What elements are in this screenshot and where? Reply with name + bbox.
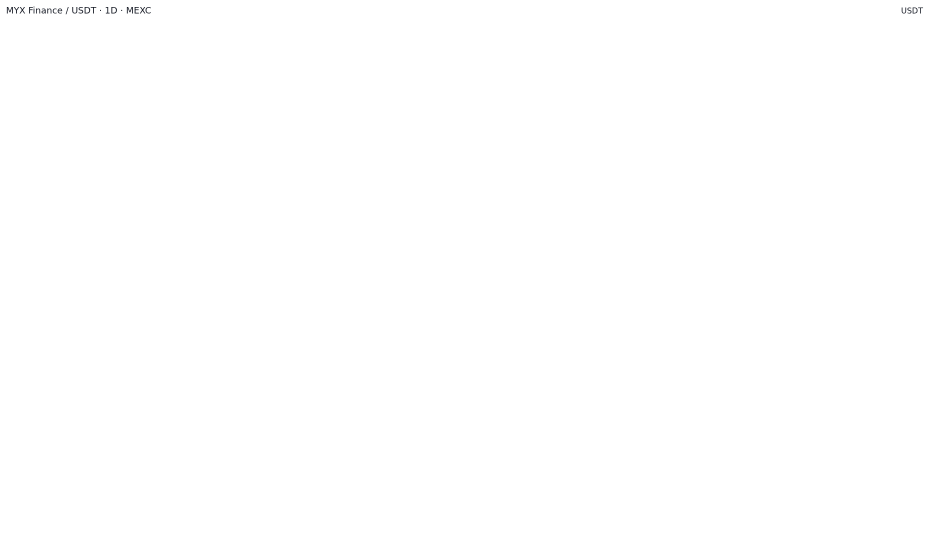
chart-title: MYX Finance / USDT · 1D · MEXC bbox=[6, 7, 151, 17]
currency: USDT bbox=[901, 7, 923, 16]
